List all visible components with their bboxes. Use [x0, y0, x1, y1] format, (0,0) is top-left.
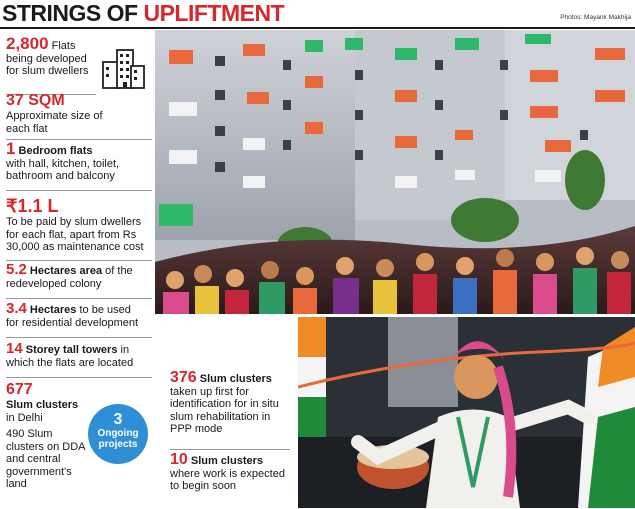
- fact-towers-text: which the flats are located: [6, 356, 134, 369]
- dancer-photo: [298, 317, 635, 508]
- fact-residential-text: for residential development: [6, 316, 139, 329]
- fact-soon-value: 10: [170, 451, 188, 468]
- separator: [6, 260, 152, 261]
- fact-size-text: Approximate size of each flat: [6, 110, 103, 135]
- facts-column: 2,800 Flats being developed for slum dwel…: [6, 30, 152, 508]
- fact-flats-inline: Flats: [51, 40, 76, 52]
- main-photo-illustration: [155, 30, 635, 314]
- separator: [6, 139, 152, 140]
- fact-area-label: Hectares area: [29, 265, 103, 277]
- page-title: STRINGS OF UPLIFTMENT: [2, 0, 285, 26]
- fact-cost-value: ₹1.1 L: [6, 196, 59, 216]
- fact-cost-text: To be paid by slum dwellers for each fla…: [6, 216, 144, 253]
- projects-label: Ongoing projects: [97, 428, 139, 450]
- fact-clusters-label: Slum clusters: [6, 399, 79, 411]
- fact-insitu: 376 Slum clusters taken up first for ide…: [170, 369, 292, 436]
- projects-count: 3: [113, 411, 123, 428]
- dancer-photo-illustration: [298, 317, 635, 508]
- title-part-1: STRINGS OF: [2, 0, 144, 26]
- fact-towers-label: Storey tall towers: [25, 344, 118, 356]
- fact-cost: ₹1.1 L To be paid by slum dwellers for e…: [6, 196, 152, 261]
- title-part-2: UPLIFTMENT: [143, 0, 285, 26]
- separator: [6, 377, 152, 378]
- fact-residential-label: Hectares: [29, 304, 77, 316]
- fact-insitu-text: taken up first for identification for in…: [170, 385, 279, 436]
- fact-size: 37 SQM Approximate size of each flat: [6, 92, 152, 140]
- fact-bedroom: 1 Bedroom flats with hall, kitchen, toil…: [6, 140, 152, 191]
- photo-credit: Photos: Mayank Makhija: [560, 14, 631, 21]
- fact-clusters-value: 677: [6, 381, 33, 398]
- fact-area-inline: of the: [105, 265, 133, 277]
- buildings-icon: [102, 49, 145, 89]
- fact-soon-text: where work is expected to begin soon: [170, 467, 285, 493]
- fact-area: 5.2 Hectares area of the redeveloped colo…: [6, 261, 152, 299]
- fact-flats-text: being developed for slum dwellers: [6, 52, 89, 78]
- separator: [6, 190, 152, 191]
- fact-clusters-inline: in Delhi: [6, 411, 43, 424]
- fact-towers-value: 14: [6, 340, 23, 357]
- fact-towers-inline: in: [120, 344, 130, 356]
- fact-area-value: 5.2: [6, 261, 27, 278]
- fact-bedroom-value: 1: [6, 139, 16, 158]
- fact-insitu-label: Slum clusters: [199, 373, 272, 385]
- fact-flats: 2,800 Flats being developed for slum dwel…: [6, 35, 152, 95]
- slum-cluster-box: 376 Slum clusters taken up first for ide…: [155, 364, 295, 508]
- fact-residential: 3.4 Hectares to be used for residential d…: [6, 300, 152, 338]
- fact-clusters-text: 490 Slum clusters on DDA and central gov…: [6, 428, 85, 490]
- projects-badge: 3 Ongoing projects: [88, 404, 148, 464]
- top-rule: [0, 27, 635, 29]
- separator: [6, 94, 96, 95]
- fact-clusters: 677 Slum clusters in Delhi 490 Slum clus…: [6, 381, 152, 491]
- separator: [170, 449, 290, 450]
- fact-size-value: 37 SQM: [6, 92, 65, 109]
- fact-residential-value: 3.4: [6, 300, 27, 317]
- fact-flats-value: 2,800: [6, 34, 49, 53]
- fact-soon-label: Slum clusters: [190, 455, 263, 467]
- separator: [6, 337, 152, 338]
- fact-residential-inline: to be used: [79, 304, 131, 316]
- fact-insitu-value: 376: [170, 369, 197, 386]
- main-photo: [155, 30, 635, 314]
- fact-bedroom-label: Bedroom flats: [18, 145, 93, 157]
- fact-bedroom-text: with hall, kitchen, toilet, bathroom and…: [6, 157, 120, 183]
- fact-area-text: redeveloped colony: [6, 277, 102, 290]
- separator: [6, 298, 152, 299]
- fact-soon: 10 Slum clusters where work is expected …: [170, 451, 292, 493]
- fact-towers: 14 Storey tall towers in which the flats …: [6, 340, 152, 378]
